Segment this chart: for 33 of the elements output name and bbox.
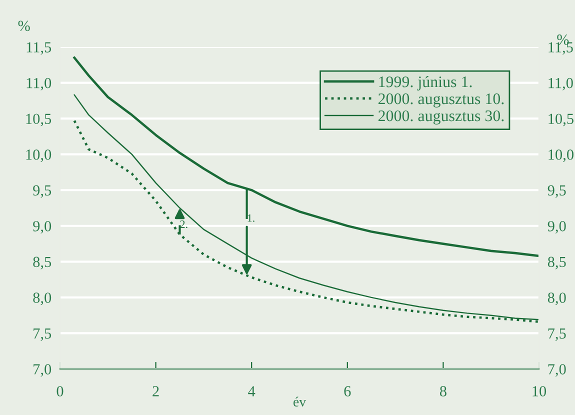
y2-tick-label: 7,0 [548, 364, 566, 377]
x-tick-label: 4 [248, 386, 256, 396]
line-series [73, 56, 539, 258]
y2-tick-label: 8,5 [548, 256, 566, 270]
y2-tick-label: 10,5 [548, 114, 574, 126]
legend-label: 2000. augusztus 30. [378, 110, 504, 125]
y2-tick-label: 9,5 [548, 185, 566, 198]
y2-tick-label: 7,5 [548, 328, 566, 341]
y2-tick-label: 8,0 [548, 292, 566, 306]
x-axis-title: év [293, 396, 306, 407]
y-tick-label: 8,0 [33, 292, 52, 306]
annotation: 2. [180, 220, 188, 228]
y-tick-label: 7,0 [34, 364, 52, 377]
y-tick-label: 7,5 [34, 328, 52, 341]
y-tick-label: 11,5 [26, 42, 52, 55]
x-tick-label: 0 [56, 386, 64, 396]
y-tick-label: 11,0 [26, 78, 52, 90]
legend-label: 1999. június 1. [379, 76, 472, 90]
y-tick-label: 10,0 [26, 149, 52, 162]
y-axis-title: % [18, 20, 30, 32]
legend-label: 2000. augusztus 10. [378, 93, 504, 108]
y-tick-label: 10,5 [26, 114, 52, 126]
y2-tick-label: 10,0 [548, 149, 574, 162]
y2-tick-label: 9,0 [548, 221, 566, 234]
annotation: 1. [248, 214, 254, 222]
x-tick-label: 10 [532, 386, 546, 396]
x-tick-label: 6 [344, 386, 351, 396]
x-tick-label: 8 [440, 386, 446, 396]
x-tick-label: 2 [152, 386, 159, 396]
y-tick-label: 8,5 [33, 256, 52, 270]
y2-tick-label: 11,0 [548, 78, 573, 90]
y-tick-label: 9,0 [33, 221, 52, 234]
y-tick-label: 9,5 [33, 185, 52, 198]
